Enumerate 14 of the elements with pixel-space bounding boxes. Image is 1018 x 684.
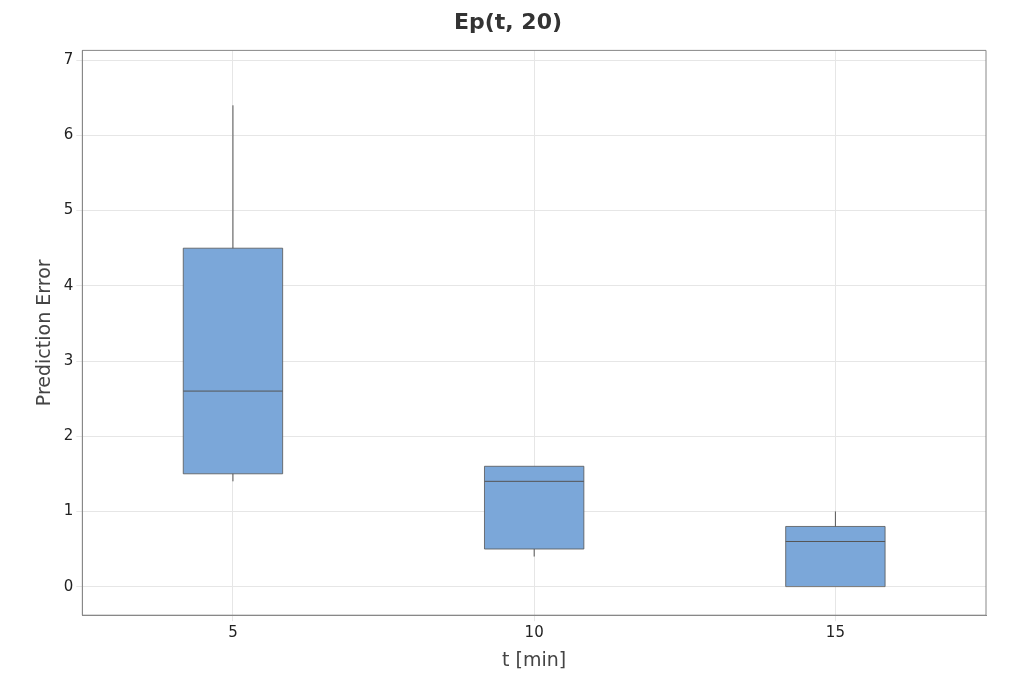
y-tick-label: 1	[63, 501, 74, 520]
x-tick-label: 5	[228, 623, 238, 642]
y-tick-label: 3	[63, 350, 74, 369]
chart-title: Ep(t, 20)	[453, 8, 563, 34]
y-tick-label: 4	[63, 275, 74, 294]
y-tick-label: 6	[63, 125, 74, 144]
x-tick-label: 15	[825, 623, 845, 642]
y-tick-label: 5	[63, 200, 74, 219]
y-tick-label: 0	[63, 576, 74, 595]
y-tick-label: 7	[63, 50, 74, 69]
y-axis-title: Prediction Error	[32, 259, 55, 407]
x-axis-title: t [min]	[502, 647, 567, 670]
x-tick-label: 10	[524, 623, 544, 642]
y-tick-label: 2	[63, 426, 74, 445]
